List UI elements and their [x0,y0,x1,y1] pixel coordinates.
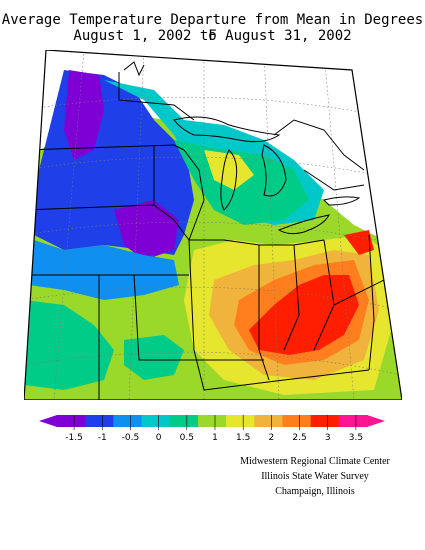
legend-swatch [310,415,340,427]
map-title-line1: Average Temperature Departure from Mean … [1,12,424,44]
legend-swatch [282,415,312,427]
credit-location: Champaign, Illinois [275,486,355,497]
temperature-departure-map [24,50,402,400]
legend-tick-label: 2.5 [292,433,306,443]
legend-swatch [113,415,143,427]
map-frame [24,50,402,400]
boundaries [24,61,385,400]
anomaly-zone-sw-cool [24,300,114,390]
credit-survey: Illinois State Water Survey [261,471,369,482]
legend-swatch [169,415,199,427]
legend-swatch [85,415,114,427]
map-title-line2: August 1, 2002 to August 31, 2002 [73,28,352,44]
anomaly-zone-very-cold-2 [114,200,179,260]
legend-swatch [254,415,283,427]
legend-swatch [197,415,227,427]
no-data-canada [124,50,402,225]
anomaly-zone-hot-east [344,230,374,255]
legend-arrow-high [367,415,385,427]
legend-swatch [57,415,86,427]
anomaly-zone-cool-ring [29,240,179,300]
color-legend: -1.5 -1 -0.5 0 0.5 1 1.5 2 2.5 3 3.5 [39,415,385,443]
anomaly-zone-warm-1 [204,150,254,190]
no-data-nw-strip [46,50,124,70]
anomaly-zone-sw-cool-2 [124,335,184,380]
legend-tick-label: 0.5 [180,433,194,443]
legend-tick-label: 3 [325,433,331,443]
legend-tick-label: 1 [212,433,218,443]
credit-center: Midwestern Regional Climate Center [240,456,390,467]
legend-tick-label: -0.5 [122,433,140,443]
legend-tick-label: 1.5 [236,433,250,443]
legend-arrow-low [39,415,57,427]
legend-swatch [338,415,368,427]
legend-tick-label: 0 [156,433,162,443]
legend-tick-label: 3.5 [349,433,363,443]
legend-tick-label: -1.5 [65,433,83,443]
legend-tick-label: -1 [98,433,107,443]
graticule [24,50,402,400]
anomaly-zone-very-cold [64,70,104,160]
legend-swatch [226,415,255,427]
legend-tick-label: 2 [268,433,274,443]
legend-swatch [141,415,171,427]
